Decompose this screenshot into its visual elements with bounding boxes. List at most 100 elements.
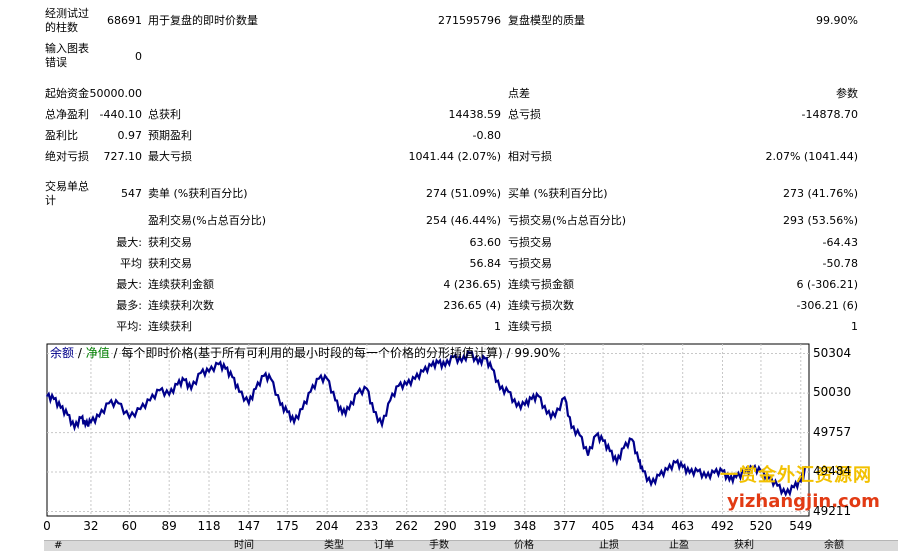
data-point xyxy=(477,361,479,364)
x-tick-label: 147 xyxy=(237,519,261,533)
stat-errors-value: 0 xyxy=(135,50,142,63)
stat-largest-profit-label: 获利交易 xyxy=(148,236,192,249)
results-table-header[interactable]: # 时间 类型 订单 手数 价格 止损 止盈 获利 余额 xyxy=(44,540,898,551)
data-point xyxy=(217,363,220,366)
data-point xyxy=(238,390,241,393)
data-point xyxy=(768,477,770,480)
stat-avg-loss-value: -50.78 xyxy=(822,257,858,270)
data-point xyxy=(301,408,304,410)
stat-trades-label: 交易单总计 xyxy=(45,180,89,207)
data-point xyxy=(776,484,779,487)
data-point xyxy=(469,351,471,354)
x-tick-label: 434 xyxy=(631,519,655,533)
data-point xyxy=(149,399,151,402)
data-point xyxy=(675,461,677,464)
x-tick-label: 233 xyxy=(355,519,379,533)
data-point xyxy=(637,460,640,462)
column-header[interactable]: # xyxy=(54,540,63,551)
x-tick-label: 463 xyxy=(671,519,695,533)
column-header[interactable]: 类型 xyxy=(324,540,344,551)
data-point xyxy=(499,388,501,390)
data-point xyxy=(530,398,533,400)
stat-grossprofit-value: 14438.59 xyxy=(448,108,502,121)
data-point xyxy=(372,411,375,413)
column-header[interactable]: 余额 xyxy=(824,540,844,551)
data-point xyxy=(484,357,486,360)
data-point xyxy=(98,415,100,418)
stat-maxdd-label: 最大亏损 xyxy=(148,150,192,163)
stat-deposit-label: 起始资金 xyxy=(45,87,89,100)
x-tick-label: 175 xyxy=(275,519,299,533)
stat-deposit-value: 50000.00 xyxy=(89,87,143,100)
stat-most-head: 最多: xyxy=(116,299,142,312)
data-point xyxy=(609,450,611,452)
data-point xyxy=(507,390,510,393)
column-header[interactable]: 时间 xyxy=(234,540,254,551)
data-point xyxy=(117,402,120,405)
x-tick-label: 60 xyxy=(121,519,138,533)
stat-trades-value: 547 xyxy=(121,187,142,200)
data-point xyxy=(231,376,234,379)
column-header[interactable]: 价格 xyxy=(514,540,534,551)
stat-avgcons-head: 平均: xyxy=(116,320,142,333)
x-tick-label: 348 xyxy=(513,519,537,533)
data-point xyxy=(444,364,446,367)
x-tick-label: 262 xyxy=(395,519,419,533)
data-point xyxy=(318,377,320,380)
x-tick-label: 319 xyxy=(473,519,497,533)
data-point xyxy=(176,383,179,386)
data-point xyxy=(389,399,392,402)
data-point xyxy=(523,403,526,406)
data-point xyxy=(554,415,556,418)
y-tick-label: 49211 xyxy=(813,503,852,518)
column-header[interactable]: 订单 xyxy=(374,540,394,551)
stat-expected-value: -0.80 xyxy=(472,129,501,142)
data-point xyxy=(334,399,337,402)
stat-spread-label: 点差 xyxy=(508,87,530,100)
data-point xyxy=(107,402,110,405)
data-point xyxy=(183,379,186,381)
stat-short-value: 274 (51.09%) xyxy=(425,187,501,200)
stat-most-loss-label: 连续亏损次数 xyxy=(508,299,574,312)
x-tick-label: 405 xyxy=(591,519,615,533)
data-point xyxy=(793,486,795,488)
data-point xyxy=(430,364,433,367)
data-point xyxy=(537,395,540,397)
data-point xyxy=(751,467,754,470)
data-point xyxy=(681,466,684,468)
data-point xyxy=(460,360,463,363)
stat-largest-head: 最大: xyxy=(116,236,142,249)
data-point xyxy=(721,470,724,472)
series-line-0 xyxy=(46,350,807,498)
data-point xyxy=(168,393,170,396)
data-point xyxy=(563,396,566,399)
stat-maxcons-win-value: 4 (236.65) xyxy=(443,278,501,291)
data-point xyxy=(743,471,746,474)
column-header[interactable]: 手数 xyxy=(429,540,449,551)
data-point xyxy=(728,479,731,481)
stat-spread-value: 参数 xyxy=(836,87,858,100)
data-point xyxy=(53,398,55,400)
stat-long-value: 273 (41.76%) xyxy=(782,187,858,200)
stat-ticks-value: 271595796 xyxy=(438,14,501,27)
stat-maxcons-win-label: 连续获利金额 xyxy=(148,278,214,291)
data-point xyxy=(437,361,440,364)
stat-maxcons-loss-value: 6 (-306.21) xyxy=(796,278,858,291)
stat-profittrades-label: 盈利交易(%占总百分比) xyxy=(148,214,267,227)
data-point xyxy=(263,374,265,377)
stat-most-win-label: 连续获利次数 xyxy=(148,299,214,312)
data-point xyxy=(341,412,343,415)
data-point xyxy=(397,385,400,387)
column-header[interactable]: 止盈 xyxy=(669,540,689,551)
x-tick-label: 89 xyxy=(161,519,177,533)
data-point xyxy=(73,427,76,429)
data-point xyxy=(90,421,92,423)
column-header[interactable]: 获利 xyxy=(734,540,754,551)
y-tick-label: 49484 xyxy=(813,464,852,479)
data-point xyxy=(326,377,328,380)
column-header[interactable]: 止损 xyxy=(599,540,619,551)
data-point xyxy=(414,377,416,380)
data-point xyxy=(59,406,62,409)
data-point xyxy=(381,424,383,426)
data-point xyxy=(696,470,699,472)
